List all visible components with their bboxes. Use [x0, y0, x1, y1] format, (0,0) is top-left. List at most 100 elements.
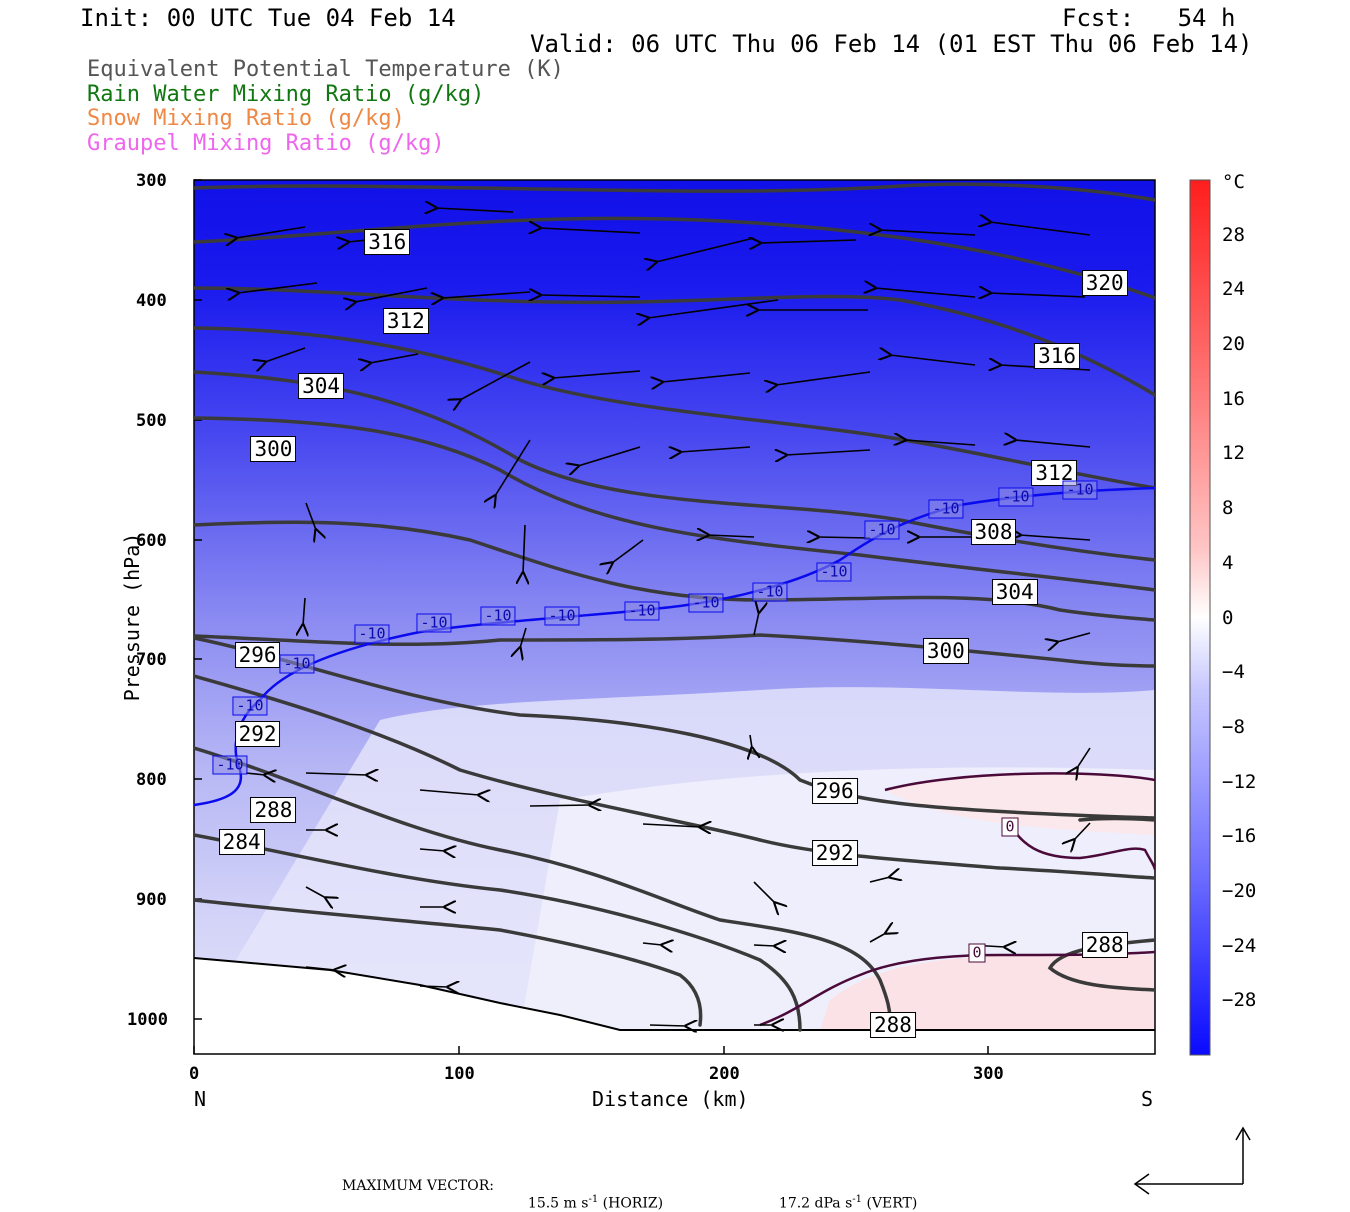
contour-label: 288: [250, 796, 297, 823]
legend-graupel: Graupel Mixing Ratio (g/kg): [87, 131, 445, 156]
y-tick-label: 600: [136, 531, 167, 551]
contour-label: 308: [970, 518, 1017, 545]
max-vector-vert-value: 17.2 dPa s: [778, 1195, 853, 1212]
wind-vectors: [236, 208, 1091, 1026]
wind-vector: [540, 295, 641, 297]
max-vector-label: MAXIMUM VECTOR:: [342, 1178, 494, 1194]
isotherm-zero: [1006, 819, 1155, 871]
colorbar-tick-label: −12: [1222, 770, 1257, 793]
isotherm-label: -10: [354, 624, 390, 644]
wind-vector: [1074, 822, 1091, 840]
contour-label: 292: [811, 839, 858, 866]
wind-vector: [1077, 747, 1091, 768]
isotherm-label: -10: [752, 582, 788, 602]
theta-e-contour: [194, 633, 1155, 668]
max-vector-horiz-value: 15.5 m s: [527, 1195, 589, 1212]
colorbar-tick-label: 28: [1222, 223, 1245, 246]
theta-e-contour: [194, 898, 703, 1027]
wind-vector: [265, 347, 306, 362]
max-vector-horiz: 15.5 m s-1 (HORIZ): [519, 1178, 663, 1212]
contour-label: 320: [1081, 269, 1128, 296]
wind-vector: [442, 291, 531, 298]
wind-vector: [753, 612, 759, 636]
y-tick-label: 500: [136, 411, 167, 431]
wind-vector: [869, 933, 886, 943]
wind-vector: [238, 282, 318, 293]
plot-frame: [193, 179, 1156, 1055]
contour-label: 304: [991, 578, 1038, 605]
theta-e-contour: [1078, 816, 1155, 822]
y-tick-label: 800: [136, 770, 167, 790]
isotherm-label: 0: [968, 943, 986, 963]
contour-label: 296: [811, 777, 858, 804]
wind-vector: [355, 287, 428, 302]
wind-vector: [905, 440, 976, 445]
wind-vector: [540, 228, 641, 233]
isotherm-label: -10: [816, 562, 852, 582]
wind-vector: [419, 790, 479, 795]
x-axis-title: Distance (km): [592, 1087, 749, 1111]
contour-label: 296: [234, 642, 281, 669]
wind-vector: [1015, 440, 1091, 448]
colorbar-tick-label: −16: [1222, 825, 1257, 848]
x-tick-label: 0: [189, 1064, 200, 1084]
wind-vector: [776, 371, 871, 385]
x-end-label-south: S: [1141, 1087, 1154, 1111]
colorbar: [1189, 179, 1211, 1056]
wind-vector: [612, 539, 644, 563]
isotherm-label: -10: [232, 696, 268, 716]
wind-vector: [236, 226, 306, 238]
y-tick-label: 300: [136, 171, 167, 191]
wind-vector: [750, 734, 752, 748]
isotherm-label: -10: [624, 601, 660, 621]
isotherm-label: -10: [480, 606, 516, 626]
valid-time: Valid: 06 UTC Thu 06 Feb 14 (01 EST Thu …: [530, 30, 1253, 58]
contour-label: 312: [382, 308, 429, 335]
wind-vector: [818, 537, 871, 538]
wind-vector: [880, 230, 976, 235]
contour-label: 292: [234, 721, 281, 748]
isotherm-label: -10: [416, 613, 452, 633]
wind-vector: [520, 627, 527, 648]
colorbar-tick-label: 0: [1222, 606, 1234, 629]
wind-vector: [869, 877, 890, 883]
wind-vector: [648, 299, 779, 318]
isotherm-label: -10: [998, 487, 1034, 507]
theta-e-contour: [194, 286, 1155, 397]
contour-label: 284: [218, 829, 265, 856]
wind-vector: [662, 372, 751, 382]
isotherm-label: -10: [688, 593, 724, 613]
y-tick-label: 1000: [127, 1010, 168, 1030]
contour-label: 316: [364, 229, 411, 256]
theta-e-contour: [194, 833, 802, 1032]
legend-rain-water: Rain Water Mixing Ratio (g/kg): [87, 82, 485, 107]
wind-vector: [708, 535, 755, 537]
wind-vector: [642, 943, 662, 945]
colorbar-tick-label: −28: [1222, 989, 1257, 1012]
y-tick-label: 400: [136, 291, 167, 311]
wind-vector: [370, 353, 419, 363]
wind-vector: [245, 773, 265, 775]
theta-e-contour: [194, 326, 1155, 490]
theta-e-contour: [194, 416, 1155, 592]
wind-vector: [303, 597, 305, 625]
theta-e-contour: [194, 216, 1155, 300]
theta-e-contour: [194, 674, 1155, 880]
wind-vector: [419, 986, 448, 987]
wind-vector: [680, 447, 751, 452]
contour-label: 300: [922, 637, 969, 664]
y-tick-label: 700: [136, 650, 167, 670]
wind-vector: [305, 886, 326, 898]
wind-vector: [495, 439, 531, 496]
max-vector-vert-unit: (VERT): [866, 1195, 918, 1212]
wind-vector: [656, 237, 755, 262]
theta-e-contour: [194, 370, 1155, 562]
x-tick-label: 100: [444, 1064, 475, 1084]
wind-vector: [578, 446, 641, 466]
wind-vector: [649, 1025, 686, 1026]
wind-vector: [305, 773, 367, 775]
theta-e-contour: [194, 636, 1155, 820]
wind-vector: [305, 502, 316, 530]
x-end-label-north: N: [194, 1087, 207, 1111]
